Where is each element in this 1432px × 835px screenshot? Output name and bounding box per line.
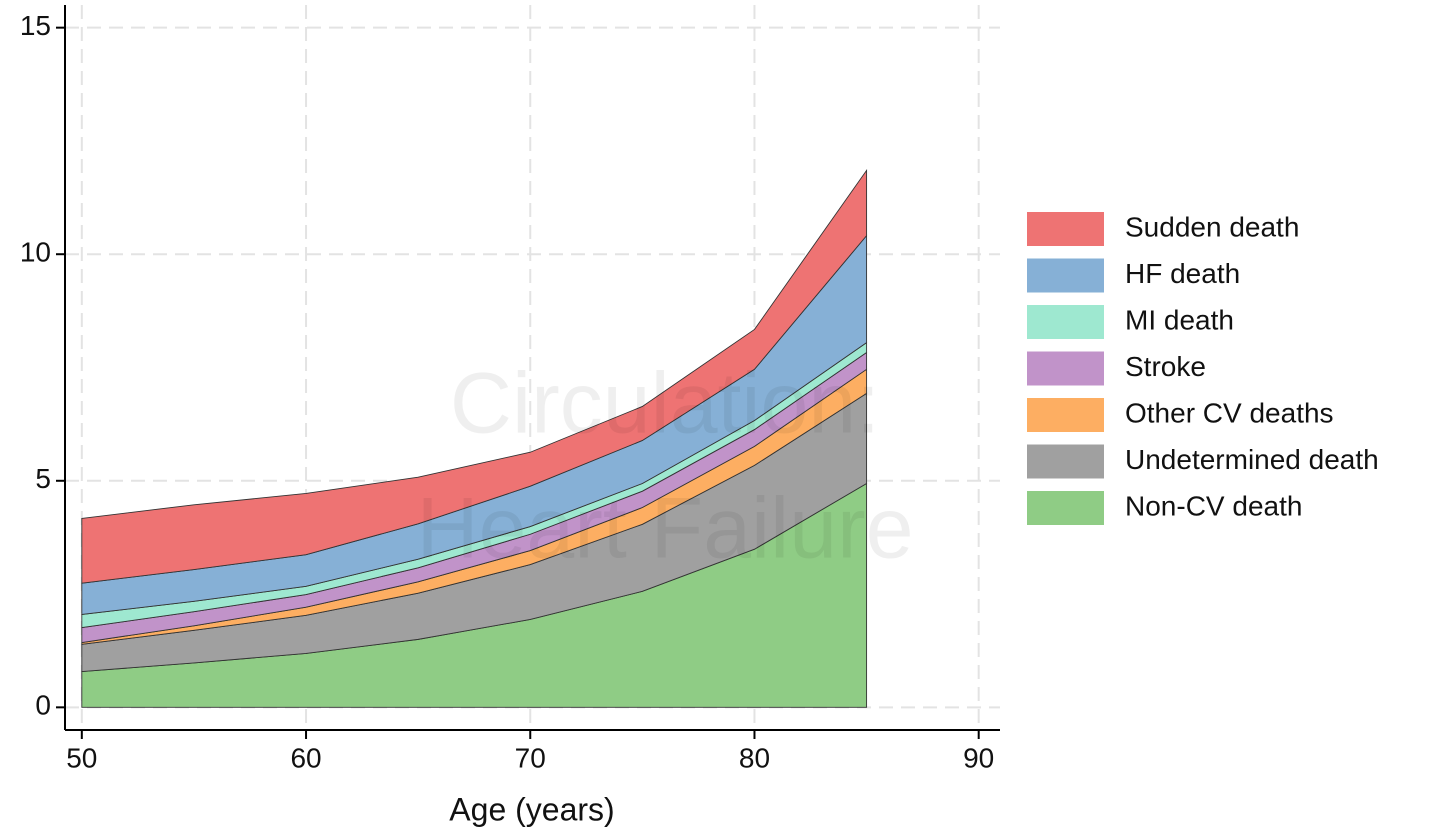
legend-label: Undetermined death	[1125, 444, 1379, 475]
y-tick-label: 0	[35, 690, 51, 721]
legend-swatch	[1027, 491, 1104, 525]
x-tick-label: 90	[963, 742, 994, 773]
legend-swatch	[1027, 444, 1104, 479]
watermark: Heart Failure	[416, 481, 913, 577]
legend-label: Stroke	[1125, 351, 1206, 382]
legend-swatch	[1027, 398, 1104, 432]
watermark: Circulation:	[450, 356, 880, 452]
x-tick-label: 50	[66, 742, 97, 773]
legend-label: Sudden death	[1125, 211, 1299, 242]
y-tick-label: 5	[35, 463, 51, 494]
y-tick-label: 10	[20, 237, 51, 268]
area	[81, 168, 868, 584]
x-tick-label: 80	[739, 742, 770, 773]
legend-swatch	[1027, 258, 1104, 293]
legend-label: Non-CV death	[1125, 490, 1302, 521]
legend-label: HF death	[1125, 258, 1240, 289]
y-tick-label: 15	[20, 10, 51, 41]
legend-label: MI death	[1125, 304, 1234, 335]
x-tick-label: 60	[290, 742, 321, 773]
legend-swatch	[1027, 305, 1104, 339]
legend-swatch	[1027, 351, 1104, 386]
legend-swatch	[1027, 212, 1104, 246]
legend-label: Other CV deaths	[1125, 397, 1334, 428]
x-axis-title: Age (years)	[449, 791, 614, 827]
x-tick-label: 70	[515, 742, 546, 773]
